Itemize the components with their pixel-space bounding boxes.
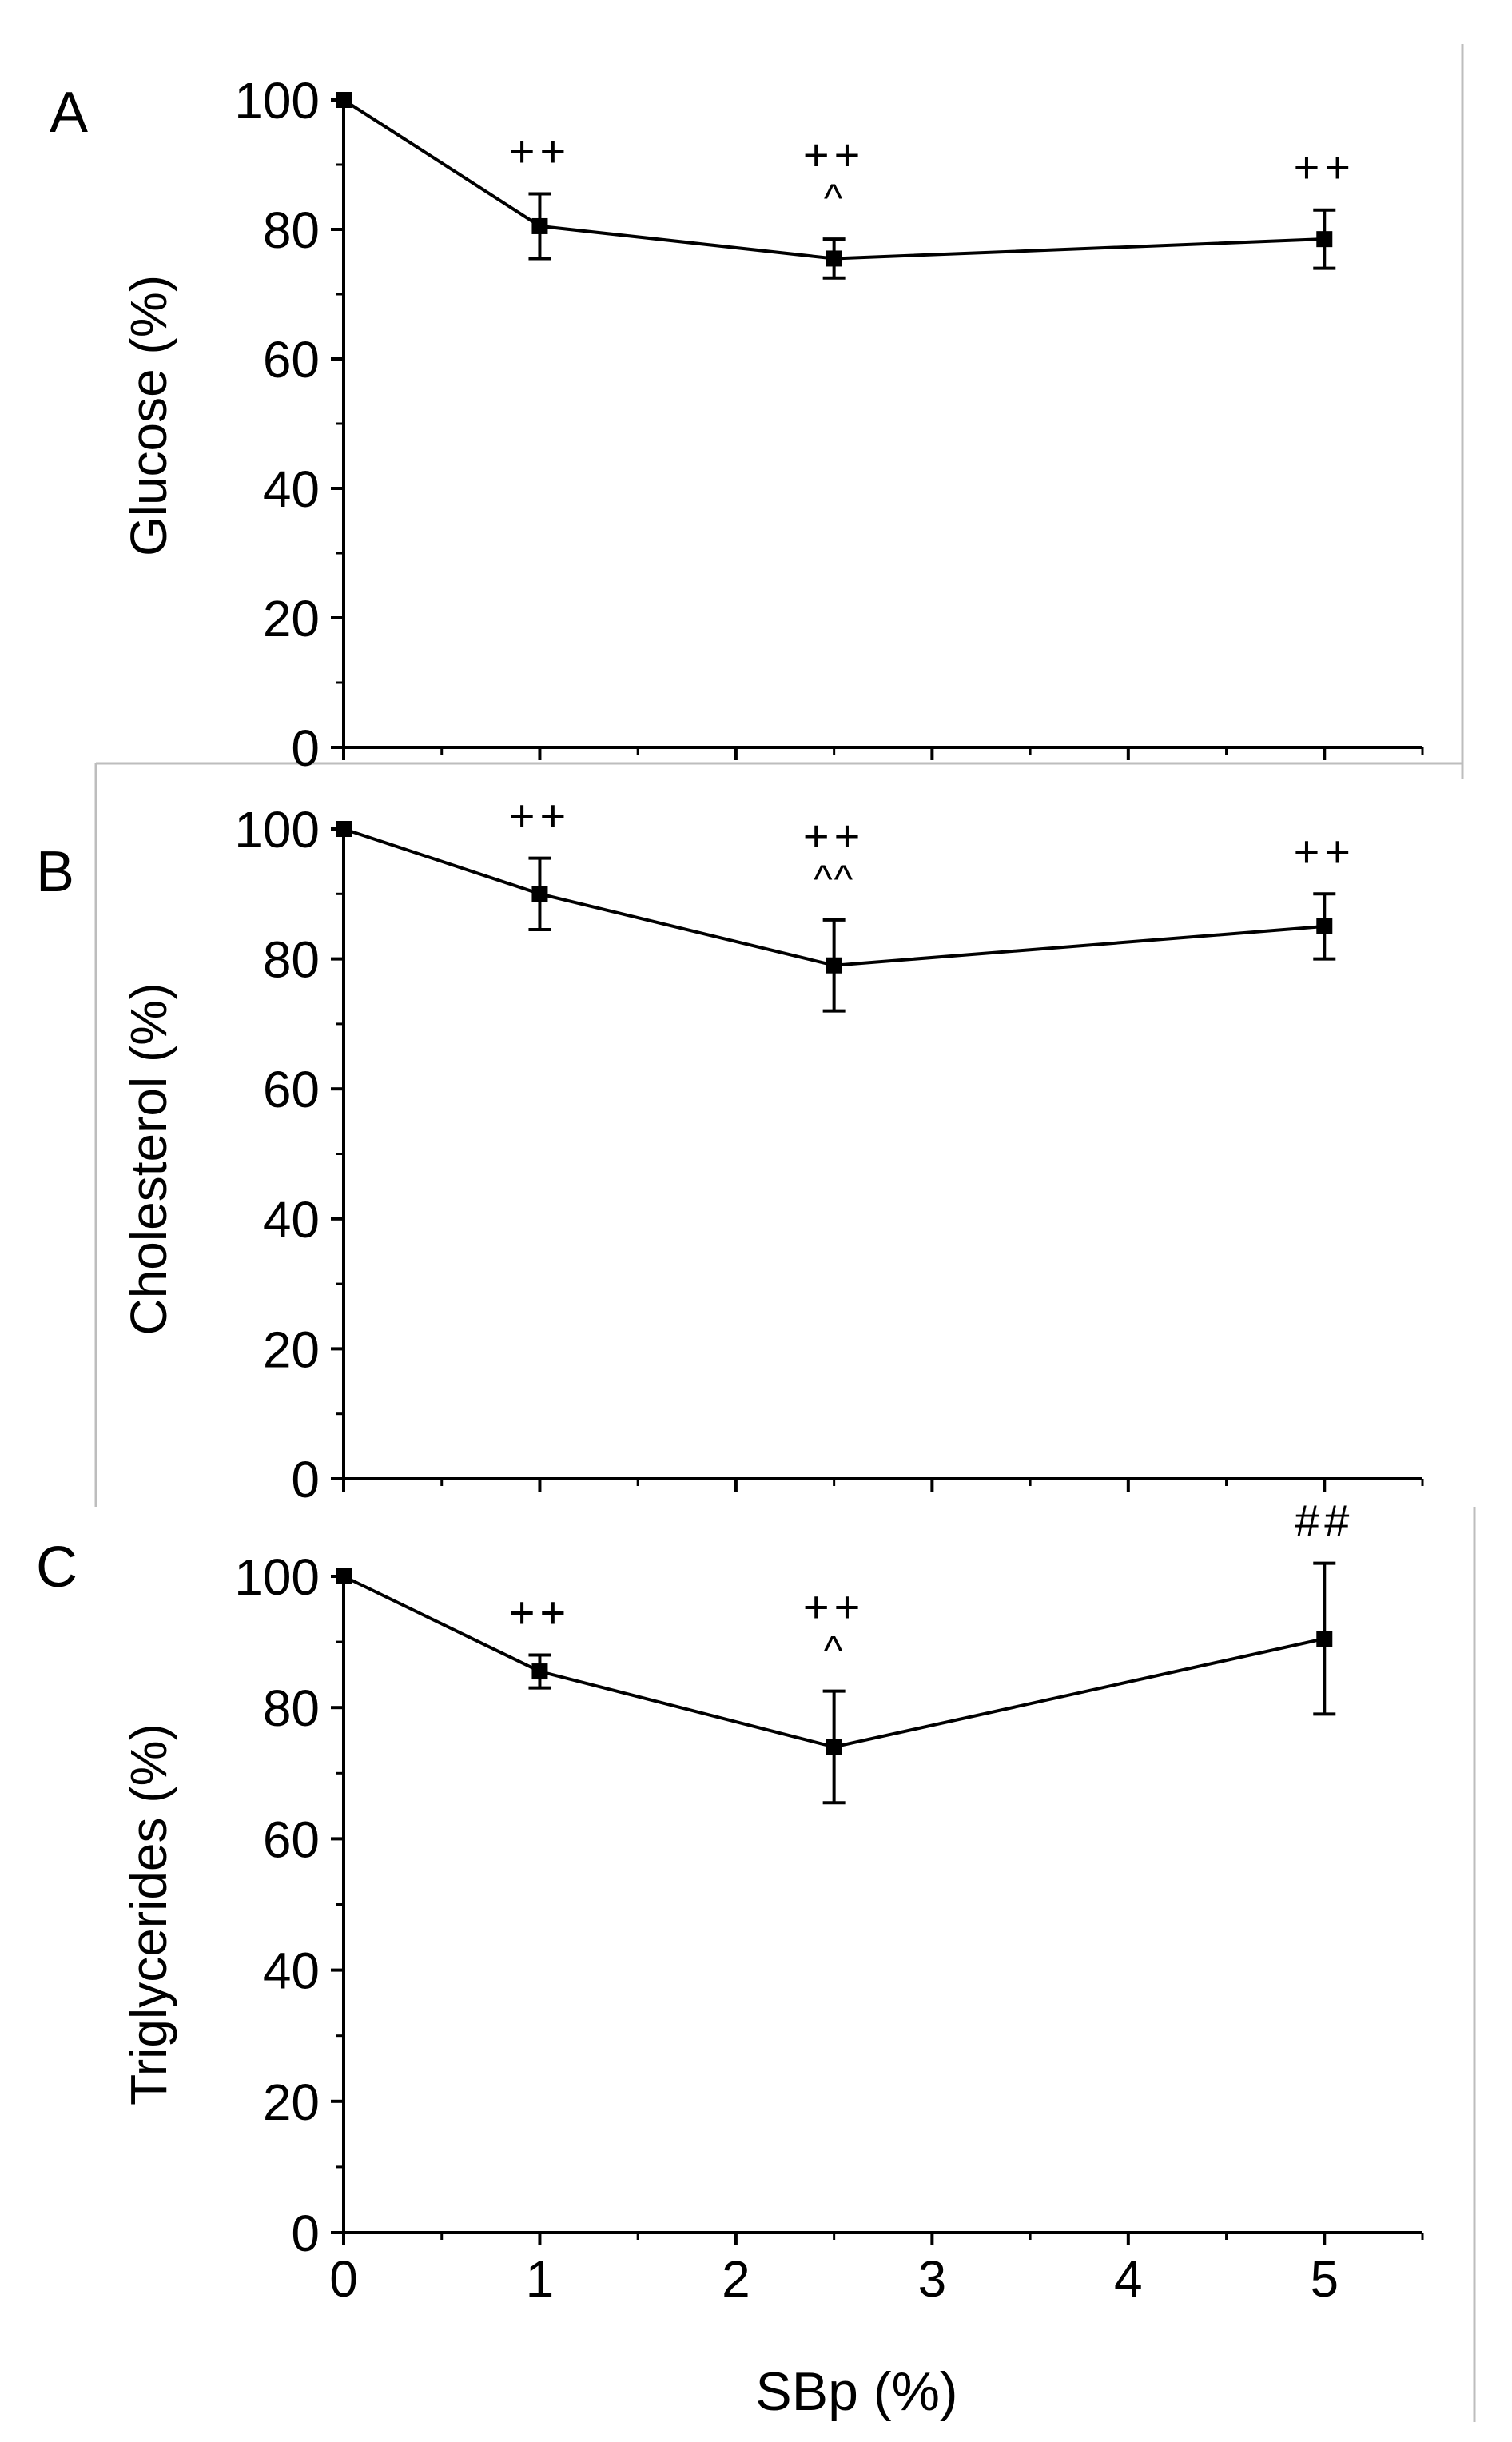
ytick-label-b-80: 80	[263, 931, 320, 989]
annotations-b: ++^^++ ++	[509, 791, 1355, 902]
ytick-label-c-0: 0	[291, 2205, 320, 2262]
ytick-label-a-80: 80	[263, 201, 320, 259]
xtick-label-c-1: 1	[526, 2250, 555, 2308]
data-point-b-2	[826, 957, 842, 974]
ytick-label-b-20: 20	[263, 1321, 320, 1378]
axes-c	[331, 1568, 1424, 2245]
ytick-label-a-40: 40	[263, 460, 320, 518]
data-point-c-2	[826, 1739, 842, 1755]
annotation-b-1-0: ++	[803, 811, 865, 861]
ytick-labels-b: 0 20 40 60 80 100	[234, 801, 320, 1508]
y-axis-label-a: Glucose (%)	[120, 275, 177, 556]
panel-letter-c: C	[36, 1536, 78, 1599]
ytick-label-c-60: 60	[263, 1811, 320, 1868]
axes-b	[331, 821, 1424, 1492]
data-point-b-0	[336, 821, 352, 837]
ytick-label-c-100: 100	[234, 1548, 320, 1606]
series-a	[336, 92, 1336, 280]
annotations-a: ++^++ ++	[509, 125, 1355, 221]
y-axis-label-b: Cholesterol (%)	[120, 982, 177, 1335]
data-point-a-3	[1316, 231, 1333, 248]
annotation-c-1-1: ^	[824, 1628, 844, 1673]
xtick-label-c-3: 3	[918, 2250, 947, 2308]
ytick-labels-c: 0 20 40 60 80 100	[234, 1548, 320, 2262]
ytick-label-c-80: 80	[263, 1679, 320, 1737]
y-axis-label-c: Triglycerides (%)	[120, 1723, 177, 2105]
data-point-c-0	[336, 1568, 352, 1584]
annotation-b-2-0: ++	[1294, 826, 1355, 876]
xtick-label-c-5: 5	[1310, 2250, 1339, 2308]
annotation-b-0-0: ++	[509, 791, 571, 841]
annotation-a-1-1: ^	[824, 176, 844, 221]
annotation-c-2-0: ##	[1295, 1496, 1354, 1546]
series-b	[336, 821, 1336, 1013]
x-axis-label: SBp (%)	[755, 2361, 957, 2422]
ytick-label-a-0: 0	[291, 719, 320, 777]
data-point-a-0	[336, 92, 352, 108]
data-point-c-1	[531, 1663, 548, 1680]
ytick-label-c-40: 40	[263, 1942, 320, 2000]
panel-letter-b: B	[36, 840, 74, 904]
panel-frames	[94, 44, 1476, 2422]
annotations-c: ++^++##	[509, 1496, 1354, 1673]
series-line-b	[343, 827, 1325, 967]
xtick-label-c-2: 2	[722, 2250, 750, 2308]
xtick-label-c-0: 0	[329, 2250, 358, 2308]
ytick-label-a-60: 60	[263, 331, 320, 388]
data-point-b-3	[1316, 918, 1333, 934]
xtick-labels-c: 0 1 2 3 4 5	[329, 2250, 1339, 2308]
ytick-label-a-20: 20	[263, 590, 320, 647]
ytick-label-b-60: 60	[263, 1061, 320, 1118]
annotation-a-0-0: ++	[509, 125, 571, 176]
series-line-c	[343, 1575, 1325, 1749]
data-point-b-1	[531, 886, 548, 902]
data-point-c-3	[1316, 1630, 1333, 1647]
annotation-a-1-0: ++	[803, 129, 865, 180]
ytick-label-c-20: 20	[263, 2074, 320, 2131]
axes-a	[331, 92, 1424, 760]
ytick-labels-a: 0 20 40 60 80 100	[234, 72, 320, 777]
ytick-label-b-40: 40	[263, 1191, 320, 1249]
data-point-a-1	[531, 217, 548, 234]
series-line-a	[342, 98, 1325, 261]
annotation-a-2-0: ++	[1294, 142, 1355, 193]
annotation-c-1-0: ++	[803, 1582, 865, 1632]
annotation-c-0-0: ++	[509, 1587, 571, 1638]
ytick-label-a-100: 100	[234, 72, 320, 129]
series-c	[336, 1561, 1336, 1805]
panel-letter-a: A	[50, 81, 88, 145]
ytick-label-b-0: 0	[291, 1451, 320, 1508]
xtick-label-c-4: 4	[1114, 2250, 1143, 2308]
data-point-a-2	[826, 250, 842, 267]
ytick-label-b-100: 100	[234, 801, 320, 858]
annotation-b-1-1: ^^	[814, 857, 854, 902]
